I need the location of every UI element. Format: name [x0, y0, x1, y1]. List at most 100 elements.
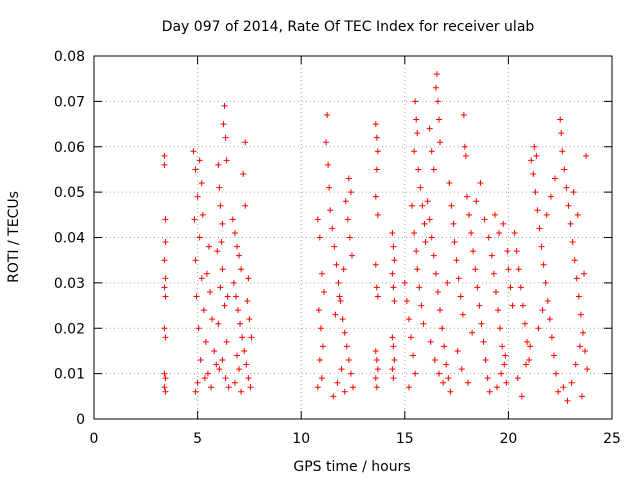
data-point: [314, 384, 321, 391]
data-point: [431, 357, 438, 364]
data-point: [330, 393, 337, 400]
data-point: [390, 343, 397, 350]
data-point: [414, 130, 421, 137]
data-point: [203, 270, 210, 277]
data-point: [474, 284, 481, 291]
data-point: [430, 166, 437, 173]
data-point: [218, 239, 225, 246]
data-point: [536, 225, 543, 232]
data-point: [419, 202, 426, 209]
data-point: [235, 307, 242, 314]
data-point: [534, 207, 541, 214]
data-point: [555, 388, 562, 395]
data-point: [498, 370, 505, 377]
x-tick-label: 10: [292, 431, 310, 447]
data-point: [476, 302, 483, 309]
data-point: [161, 284, 168, 291]
data-point: [408, 334, 415, 341]
data-point: [576, 343, 583, 350]
data-point: [455, 275, 462, 282]
data-point: [372, 375, 379, 382]
data-point: [559, 148, 566, 155]
data-point: [526, 357, 533, 364]
data-point: [345, 175, 352, 182]
data-point: [389, 270, 396, 277]
y-tick-label: 0.05: [54, 185, 85, 201]
data-point: [528, 157, 535, 164]
data-point: [570, 189, 577, 196]
data-point: [319, 343, 326, 350]
y-tick-label: 0.06: [54, 140, 85, 156]
data-point: [198, 275, 205, 282]
data-point: [505, 266, 512, 273]
y-tick-label: 0.04: [54, 231, 85, 247]
data-point: [230, 279, 237, 286]
data-point: [422, 239, 429, 246]
data-point: [509, 302, 516, 309]
data-point: [426, 125, 433, 132]
data-point: [543, 211, 550, 218]
x-tick-label: 0: [90, 431, 99, 447]
data-point: [466, 211, 473, 218]
data-point: [572, 361, 579, 368]
data-point: [421, 220, 428, 227]
data-point: [544, 298, 551, 305]
data-point: [453, 257, 460, 264]
data-point: [372, 261, 379, 268]
data-point: [347, 189, 354, 196]
data-point: [192, 257, 199, 264]
data-point: [454, 347, 461, 354]
data-point: [428, 234, 435, 241]
data-point: [191, 216, 198, 223]
data-point: [391, 357, 398, 364]
data-point: [546, 316, 553, 323]
data-point: [236, 252, 243, 259]
data-point: [439, 325, 446, 332]
y-tick-label: 0: [76, 412, 85, 428]
data-point: [463, 193, 470, 200]
data-point: [201, 375, 208, 382]
data-point: [161, 370, 168, 377]
data-point: [507, 284, 514, 291]
data-point: [548, 334, 555, 341]
data-point: [390, 243, 397, 250]
data-point: [552, 175, 559, 182]
grid: [94, 56, 612, 419]
data-point: [245, 275, 252, 282]
data-point: [216, 366, 223, 373]
data-point: [193, 293, 200, 300]
data-point: [461, 143, 468, 150]
data-point: [409, 202, 416, 209]
data-point: [542, 279, 549, 286]
data-point: [200, 307, 207, 314]
data-point: [339, 316, 346, 323]
data-point: [524, 338, 531, 345]
data-point: [432, 84, 439, 91]
data-point: [405, 316, 412, 323]
data-point: [573, 275, 580, 282]
data-point: [469, 329, 476, 336]
data-point: [316, 357, 323, 364]
data-point: [527, 343, 534, 350]
data-point: [413, 116, 420, 123]
data-point: [468, 229, 475, 236]
data-point: [568, 379, 575, 386]
data-point: [246, 316, 253, 323]
data-point: [550, 352, 557, 359]
data-point: [518, 393, 525, 400]
data-point: [389, 334, 396, 341]
data-point: [448, 202, 455, 209]
data-point: [162, 375, 169, 382]
data-point: [584, 366, 591, 373]
data-point: [523, 361, 530, 368]
data-point: [391, 257, 398, 264]
data-point: [437, 307, 444, 314]
data-point: [581, 270, 588, 277]
data-point: [427, 338, 434, 345]
data-point: [477, 180, 484, 187]
data-point: [194, 193, 201, 200]
data-point: [198, 180, 205, 187]
data-point: [437, 139, 444, 146]
y-tick-label: 0.02: [54, 321, 85, 337]
data-point: [242, 202, 249, 209]
